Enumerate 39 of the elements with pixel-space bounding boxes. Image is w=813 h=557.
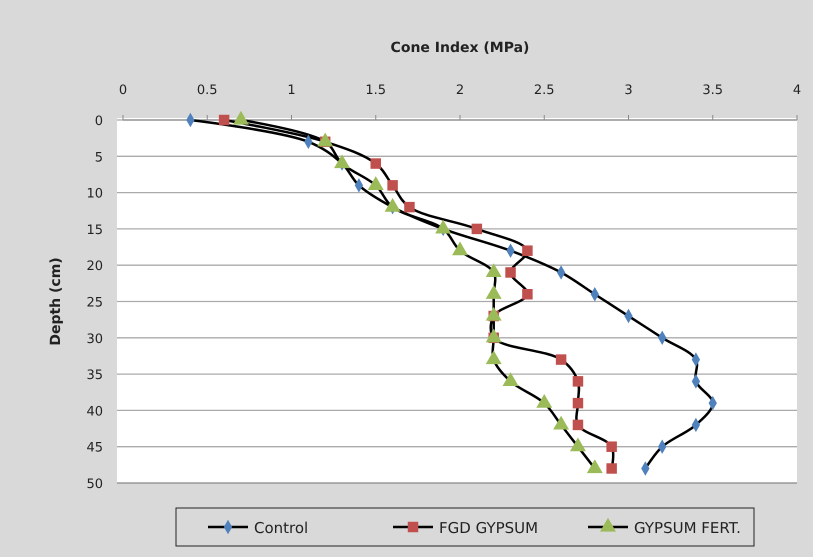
- point: [472, 224, 482, 234]
- point: [387, 180, 398, 191]
- point: [572, 420, 584, 430]
- y-tick-label: 5: [94, 150, 103, 166]
- point: [404, 202, 415, 212]
- y-tick-label: 50: [86, 477, 103, 492]
- legend-label: GYPSUM FERT.: [634, 519, 741, 537]
- x-tick-label: 3.5: [702, 83, 724, 98]
- y-tick-label: 10: [86, 186, 103, 202]
- point: [505, 267, 516, 278]
- point: [522, 245, 533, 256]
- point: [572, 398, 584, 408]
- x-tick-label: 3: [624, 83, 633, 98]
- y-tick-label: 20: [86, 259, 103, 274]
- x-tick-label: 1: [287, 83, 296, 98]
- legend-label: FGD GYPSUM: [439, 519, 538, 537]
- y-tick-label: 25: [86, 296, 103, 310]
- point: [606, 463, 617, 474]
- point: [370, 158, 381, 169]
- x-tick-label: 1.5: [365, 83, 386, 98]
- x-tick-label: 2: [456, 83, 464, 98]
- y-tick-label: 15: [86, 222, 103, 238]
- x-tick-label: 2.5: [534, 83, 555, 98]
- y-tick-label: 0: [94, 114, 103, 129]
- x-tick-label: 0.5: [196, 83, 218, 98]
- point: [572, 376, 584, 387]
- y-tick-label: 30: [86, 332, 103, 347]
- legend-label: Control: [254, 519, 308, 537]
- x-tick-label: 4: [792, 83, 802, 98]
- y-tick-label: 40: [86, 404, 103, 420]
- point: [606, 441, 617, 452]
- point: [522, 288, 533, 300]
- point: [218, 114, 230, 126]
- y-tick-label: 35: [86, 368, 103, 384]
- y-tick-label: 45: [86, 440, 103, 456]
- point: [556, 354, 566, 365]
- y-axis-title: Depth (cm): [48, 257, 64, 346]
- x-tick-label: 0: [118, 83, 128, 98]
- x-axis-title: Cone Index (MPa): [390, 40, 530, 56]
